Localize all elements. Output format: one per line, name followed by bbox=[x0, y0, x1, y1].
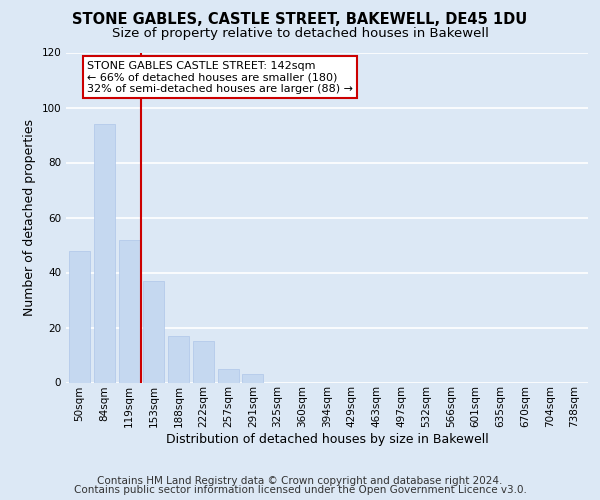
Text: Contains public sector information licensed under the Open Government Licence v3: Contains public sector information licen… bbox=[74, 485, 526, 495]
Text: STONE GABLES, CASTLE STREET, BAKEWELL, DE45 1DU: STONE GABLES, CASTLE STREET, BAKEWELL, D… bbox=[73, 12, 527, 28]
Text: Contains HM Land Registry data © Crown copyright and database right 2024.: Contains HM Land Registry data © Crown c… bbox=[97, 476, 503, 486]
Bar bbox=[168, 336, 189, 382]
Y-axis label: Number of detached properties: Number of detached properties bbox=[23, 119, 36, 316]
Bar bbox=[69, 250, 90, 382]
Bar bbox=[143, 281, 164, 382]
Text: Size of property relative to detached houses in Bakewell: Size of property relative to detached ho… bbox=[112, 28, 488, 40]
Bar bbox=[242, 374, 263, 382]
Text: STONE GABLES CASTLE STREET: 142sqm
← 66% of detached houses are smaller (180)
32: STONE GABLES CASTLE STREET: 142sqm ← 66%… bbox=[87, 60, 353, 94]
Bar bbox=[119, 240, 140, 382]
X-axis label: Distribution of detached houses by size in Bakewell: Distribution of detached houses by size … bbox=[166, 433, 488, 446]
Bar bbox=[218, 369, 239, 382]
Bar bbox=[193, 341, 214, 382]
Bar bbox=[94, 124, 115, 382]
